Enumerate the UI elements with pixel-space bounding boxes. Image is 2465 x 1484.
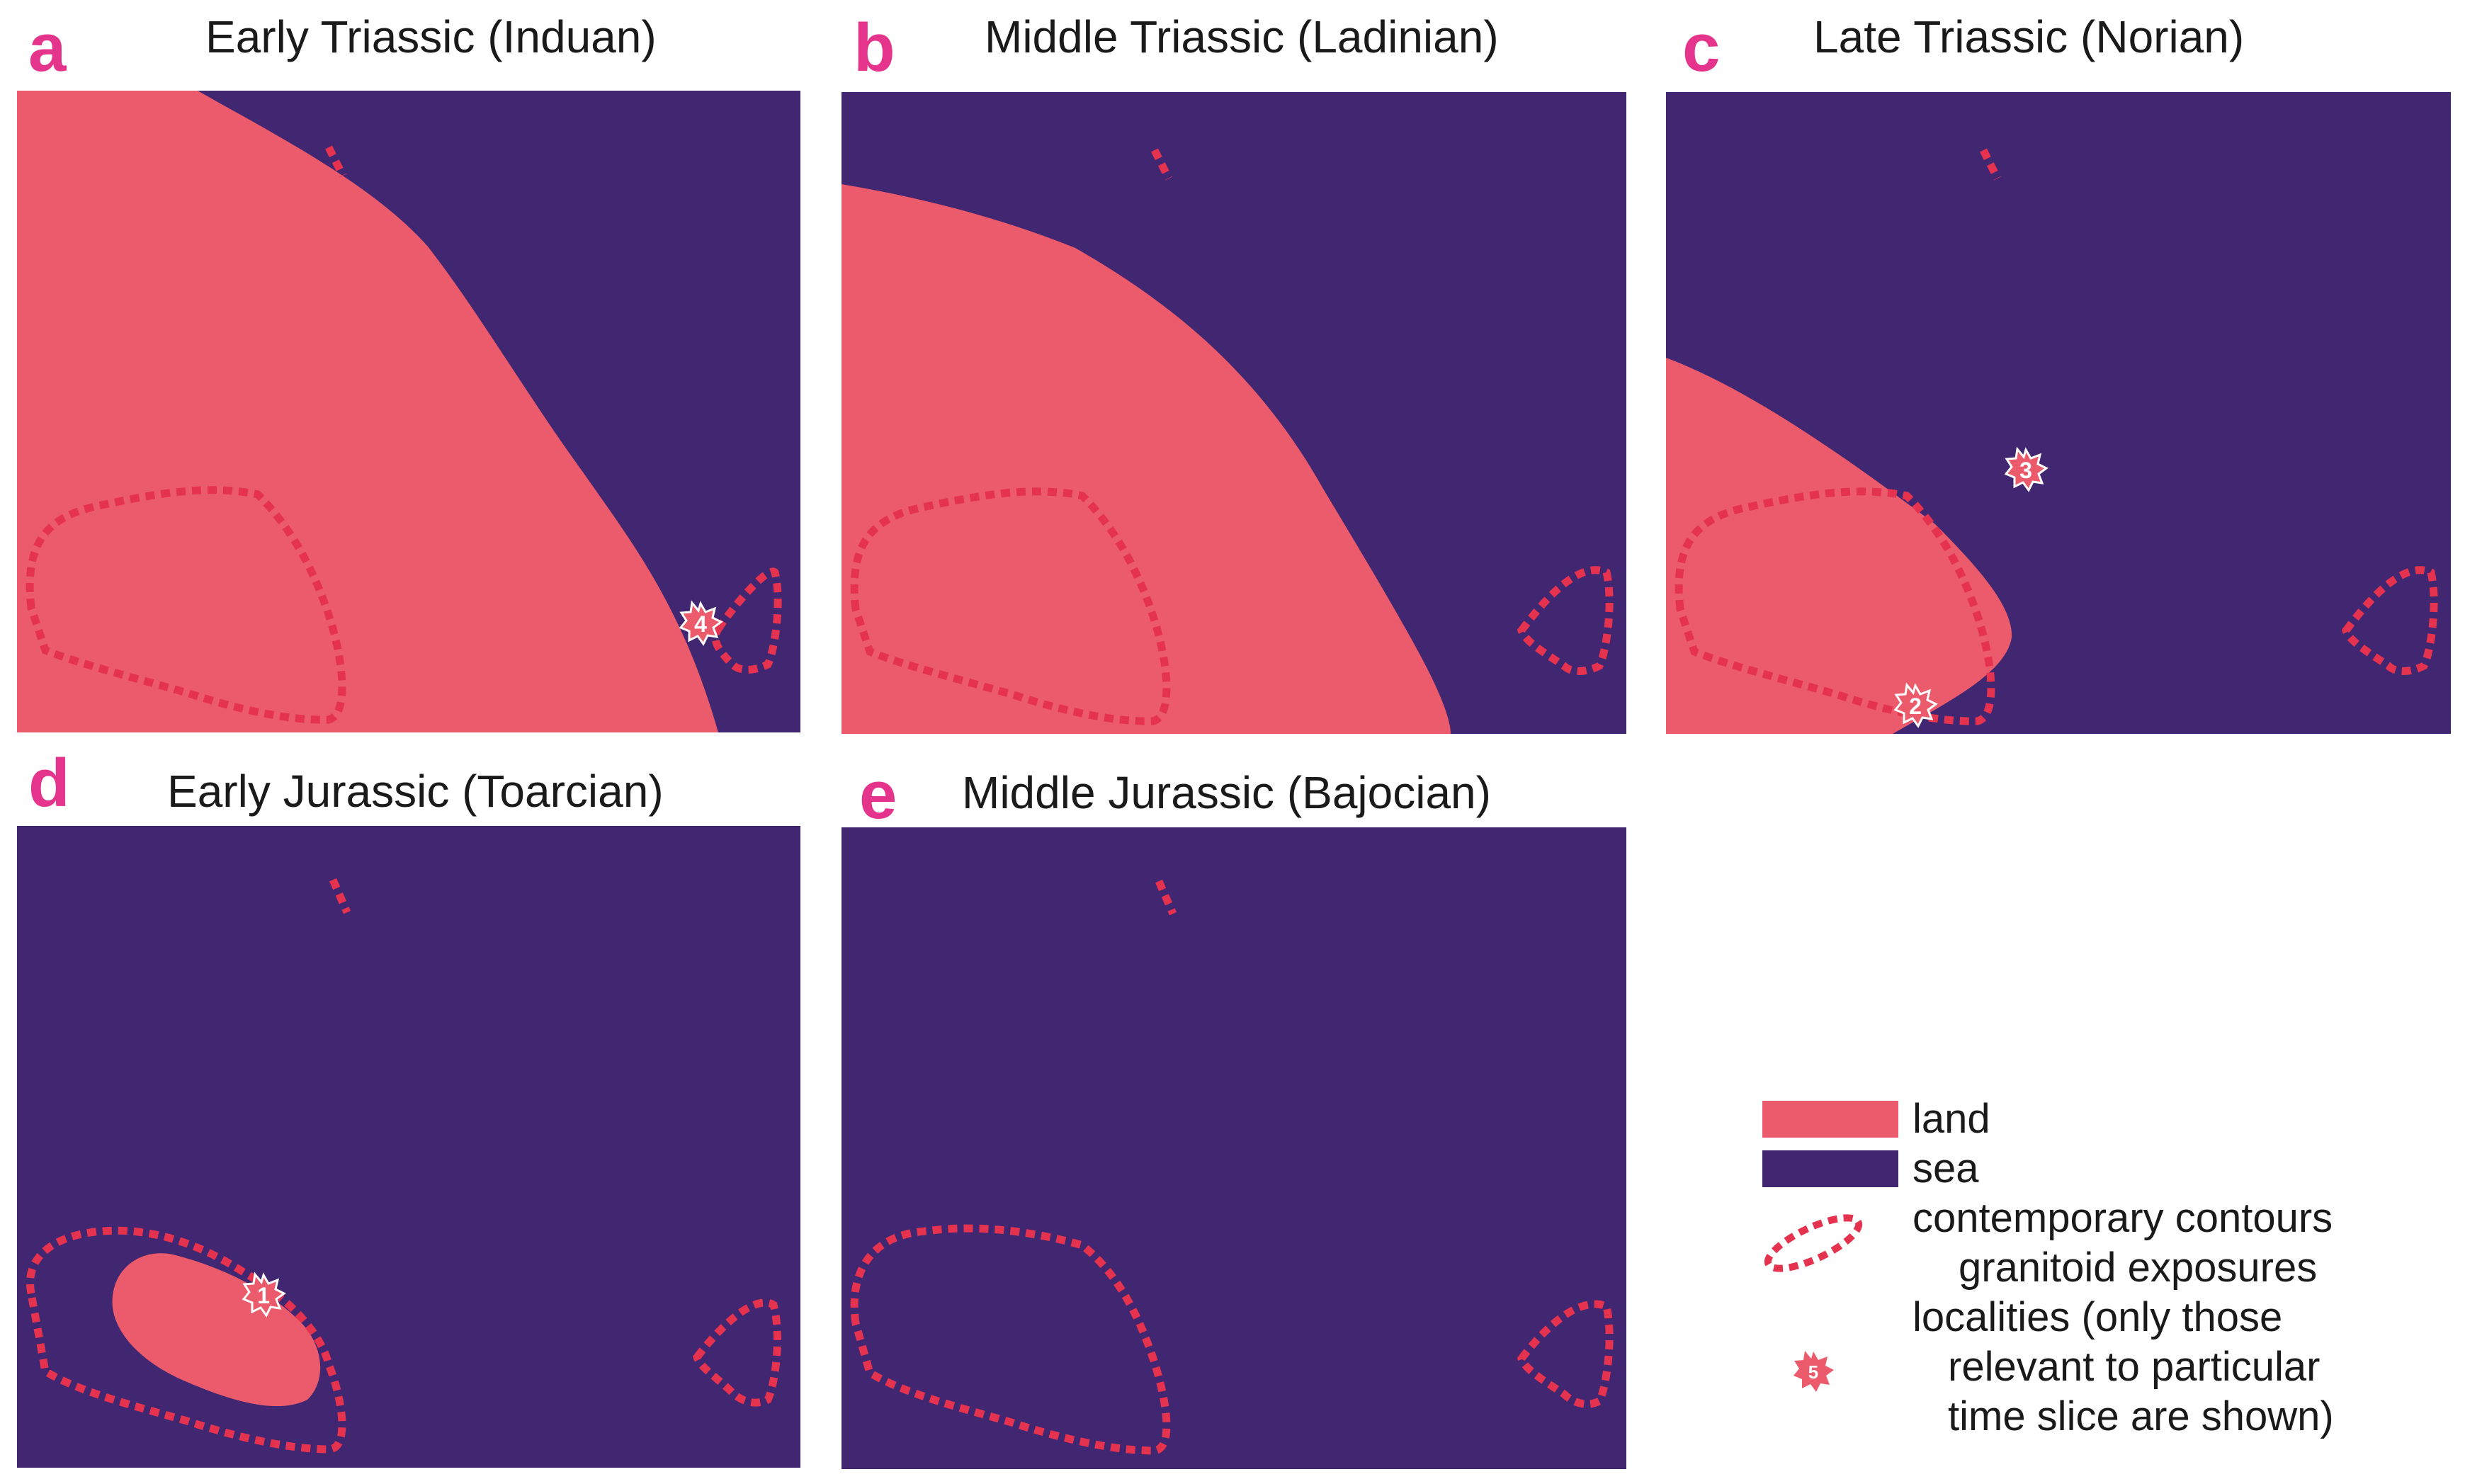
sea-area xyxy=(17,826,800,1468)
map-b xyxy=(842,92,1626,734)
panel-letter-c: c xyxy=(1682,10,1721,86)
granitoid-contour xyxy=(850,487,1171,725)
locality-number: 4 xyxy=(694,611,707,637)
locality-marker: 3 xyxy=(2005,448,2048,492)
panel-letter-a: a xyxy=(28,10,67,86)
granitoid-contour xyxy=(1155,879,1177,916)
map-d: 1 xyxy=(17,826,800,1468)
legend-localities-label-1: localities (only those xyxy=(1912,1294,2283,1340)
locality-number: 2 xyxy=(1909,693,1922,719)
legend-land-swatch xyxy=(1762,1101,1898,1138)
legend-land-label: land xyxy=(1912,1096,1990,1142)
granitoid-contour xyxy=(1151,148,1172,181)
land-area xyxy=(1666,358,2012,734)
granitoid-contour xyxy=(711,567,782,674)
panel-letter-e: e xyxy=(859,757,897,833)
panel-letter-d: d xyxy=(28,745,70,821)
panel-title-b: Middle Triassic (Ladinian) xyxy=(985,11,1499,62)
legend-contours-label-2: granitoid exposures xyxy=(1959,1245,2318,1291)
panel-title-e: Middle Jurassic (Bajocian) xyxy=(962,767,1491,818)
legend-localities-label-2: relevant to particular xyxy=(1948,1344,2320,1390)
granitoid-contour xyxy=(1517,566,1614,675)
land-area xyxy=(17,91,718,732)
granitoid-contour xyxy=(692,1298,781,1407)
locality-marker: 2 xyxy=(1894,684,1937,727)
panel-letter-b: b xyxy=(854,10,895,86)
map-c: 3 2 xyxy=(1666,92,2451,734)
granitoid-contour xyxy=(1517,1300,1614,1408)
panel-title-c: Late Triassic (Norian) xyxy=(1813,11,2245,62)
legend-contours-label-1: contemporary contours xyxy=(1912,1195,2333,1241)
locality-marker: 4 xyxy=(679,601,722,645)
map-e xyxy=(842,827,1626,1469)
legend-sea-label: sea xyxy=(1912,1145,1979,1191)
granitoid-contour xyxy=(325,145,346,178)
granitoid-contour xyxy=(1980,148,2001,181)
legend-localities-label-3: time slice are shown) xyxy=(1948,1393,2334,1439)
legend-contour-symbol xyxy=(1764,1214,1863,1272)
land-area xyxy=(112,1253,321,1407)
granitoid-contour xyxy=(2341,566,2438,675)
granitoid-contour xyxy=(329,878,351,914)
legend-sea-swatch xyxy=(1762,1150,1898,1187)
locality-number: 3 xyxy=(2019,458,2032,483)
legend-locality-number: 5 xyxy=(1808,1361,1818,1383)
granitoid-contour xyxy=(26,1226,346,1454)
granitoid-contour xyxy=(26,486,346,724)
panel-title-a: Early Triassic (Induan) xyxy=(205,11,657,62)
granitoid-contour xyxy=(1674,487,1995,725)
legend-locality-symbol: 5 xyxy=(1794,1351,1834,1392)
granitoid-contour xyxy=(850,1224,1171,1455)
panel-title-d: Early Jurassic (Toarcian) xyxy=(167,766,664,817)
map-a: 4 xyxy=(17,91,800,732)
sea-area xyxy=(842,827,1626,1469)
land-area xyxy=(842,184,1451,734)
locality-marker: 1 xyxy=(242,1273,285,1317)
locality-number: 1 xyxy=(257,1283,270,1308)
